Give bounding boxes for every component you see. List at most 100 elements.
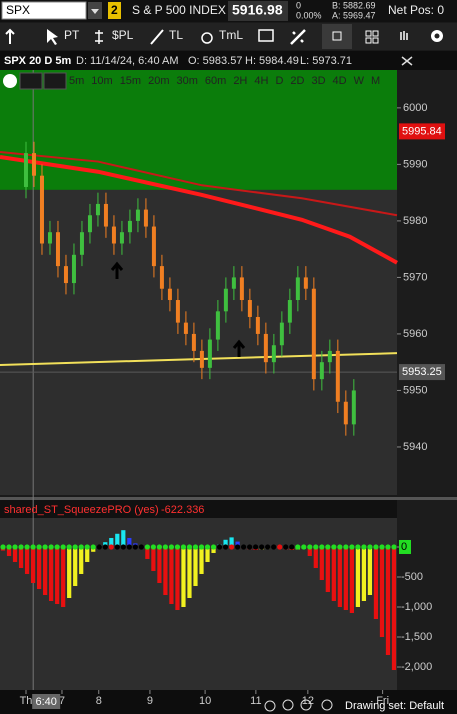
histogram-bar bbox=[115, 533, 120, 547]
squeeze-dot bbox=[66, 544, 72, 550]
chart-symbol: SPX 20 D 5m bbox=[4, 55, 71, 67]
icon-percent[interactable] bbox=[290, 29, 306, 45]
icon-tl[interactable] bbox=[150, 29, 164, 45]
histogram-bar bbox=[145, 546, 150, 559]
timeframe[interactable]: 5m bbox=[69, 75, 84, 87]
y-tick-label: 5980 bbox=[403, 215, 427, 227]
squeeze-dot bbox=[349, 544, 355, 550]
timeframe[interactable]: 30m bbox=[177, 75, 198, 87]
candle-body bbox=[143, 209, 148, 227]
link-number[interactable]: 2 bbox=[111, 3, 118, 17]
candle-body bbox=[311, 288, 316, 380]
timeframe[interactable]: 15m bbox=[120, 75, 141, 87]
candle-body bbox=[87, 215, 92, 233]
timeframe[interactable]: 2H bbox=[233, 75, 247, 87]
tool-pl[interactable]: $PL bbox=[112, 28, 134, 42]
x-tick-label: 7 bbox=[59, 695, 65, 707]
candle-body bbox=[287, 300, 292, 323]
squeeze-dot bbox=[379, 544, 385, 550]
squeeze-dot bbox=[325, 544, 331, 550]
y-tick-label: 5960 bbox=[403, 328, 427, 340]
y-tick-label: 5950 bbox=[403, 384, 427, 396]
histogram-bar bbox=[229, 537, 234, 547]
squeeze-dot bbox=[228, 544, 235, 550]
histogram-bar bbox=[193, 546, 198, 586]
squeeze-dot bbox=[265, 544, 271, 550]
icon-up[interactable] bbox=[5, 28, 15, 44]
squeeze-dot bbox=[108, 544, 114, 550]
description: S & P 500 INDEX bbox=[132, 3, 226, 17]
tool-tml[interactable]: TmL bbox=[219, 28, 243, 42]
active-tab[interactable] bbox=[322, 24, 352, 49]
icon-single[interactable] bbox=[332, 31, 342, 41]
icon-tml[interactable] bbox=[201, 32, 213, 44]
histogram-bar bbox=[319, 546, 324, 580]
timeframe[interactable]: W bbox=[354, 75, 365, 87]
squeeze-dot bbox=[96, 544, 102, 550]
bid: B: 5882.69 bbox=[332, 0, 376, 10]
histogram-bar bbox=[73, 546, 78, 586]
timeframe[interactable]: 3D bbox=[311, 75, 325, 87]
histogram-bar bbox=[55, 546, 60, 604]
timeframe[interactable]: 60m bbox=[205, 75, 226, 87]
squeeze-dot bbox=[78, 544, 84, 550]
squeeze-dot bbox=[222, 544, 229, 550]
histogram-bar bbox=[343, 546, 348, 611]
histogram-bar bbox=[355, 546, 361, 608]
timeframe[interactable]: M bbox=[371, 75, 380, 87]
timeframe[interactable]: 4D bbox=[333, 75, 347, 87]
y-tick-label: 5940 bbox=[403, 441, 427, 453]
icon-close[interactable] bbox=[401, 56, 413, 66]
icon-grid[interactable] bbox=[365, 30, 379, 44]
icon-zoom-out[interactable] bbox=[300, 699, 312, 711]
signal-arrow bbox=[232, 339, 246, 357]
squeeze-dot bbox=[385, 544, 391, 550]
timeframe[interactable]: 10m bbox=[91, 75, 112, 87]
dropdown-arrow bbox=[91, 9, 99, 14]
squeeze-dot bbox=[301, 544, 307, 550]
squeeze-dot bbox=[204, 544, 211, 550]
tool-tl[interactable]: TL bbox=[169, 28, 183, 42]
candle-body bbox=[303, 277, 308, 289]
icon-rect[interactable] bbox=[258, 29, 274, 42]
candle-body bbox=[159, 266, 164, 289]
icon-pointer[interactable] bbox=[47, 29, 58, 45]
candle-body bbox=[31, 153, 36, 176]
candle-body bbox=[135, 209, 140, 221]
squeeze-dot bbox=[253, 544, 259, 550]
icon-pan[interactable] bbox=[321, 699, 333, 711]
icon-studies[interactable] bbox=[400, 31, 408, 40]
timeframe[interactable]: D bbox=[275, 75, 283, 87]
squeeze-dot bbox=[18, 544, 24, 550]
timeframe[interactable]: 2D bbox=[290, 75, 304, 87]
candle-body bbox=[71, 254, 76, 284]
histogram-bar bbox=[373, 546, 379, 620]
icon-zoom-in[interactable] bbox=[282, 699, 294, 711]
candle-body bbox=[255, 316, 260, 334]
candle-body bbox=[351, 390, 356, 425]
timeframe[interactable]: 20m bbox=[148, 75, 169, 87]
squeeze-dot bbox=[337, 544, 343, 550]
symbol[interactable]: SPX bbox=[6, 3, 30, 17]
timeframe[interactable]: 4H bbox=[254, 75, 268, 87]
indicator-header bbox=[0, 500, 397, 518]
histogram-bar bbox=[331, 546, 336, 601]
candle-body bbox=[103, 203, 108, 227]
low: L: 5973.71 bbox=[300, 55, 352, 67]
drawing-set[interactable]: Drawing set: Default bbox=[345, 700, 444, 712]
symbol-box[interactable] bbox=[1, 1, 87, 20]
indicator-plot bbox=[0, 500, 397, 690]
icon-pl[interactable] bbox=[95, 30, 103, 44]
x-tick-label: Th bbox=[20, 695, 33, 707]
indicator-title: shared_ST_SqueezePRO (yes) bbox=[4, 504, 159, 516]
squeeze-dot bbox=[162, 544, 169, 550]
squeeze-dot bbox=[90, 544, 96, 550]
histogram-bar bbox=[391, 546, 397, 671]
icon-crosshair[interactable] bbox=[264, 700, 276, 712]
high: H: 5984.49 bbox=[245, 55, 299, 67]
tool-pt[interactable]: PT bbox=[64, 28, 80, 42]
link-box[interactable] bbox=[108, 2, 121, 19]
alert-icon[interactable] bbox=[3, 74, 17, 88]
candle-body bbox=[215, 311, 220, 340]
